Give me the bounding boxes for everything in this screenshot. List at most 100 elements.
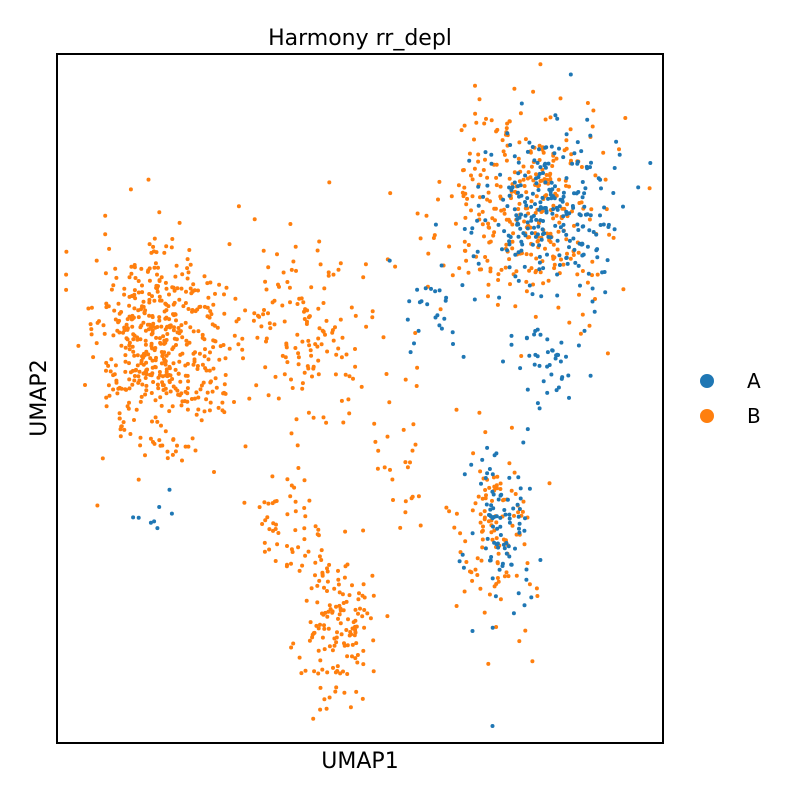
scatter-point-a (524, 336, 529, 341)
scatter-point-b (157, 294, 162, 299)
scatter-point-a (499, 492, 504, 497)
scatter-point-b (482, 517, 487, 522)
scatter-point-b (213, 376, 218, 381)
scatter-point-b (214, 385, 219, 390)
scatter-point-a (554, 388, 559, 393)
scatter-point-b (559, 257, 563, 262)
scatter-point-b (123, 345, 128, 350)
scatter-point-a (496, 222, 501, 227)
scatter-point-b (243, 444, 248, 449)
scatter-point-a (502, 546, 507, 551)
scatter-point-b (580, 269, 585, 273)
scatter-point-b (348, 705, 353, 710)
scatter-point-a (487, 467, 492, 471)
scatter-point-b (494, 536, 499, 541)
scatter-point-b (151, 249, 156, 254)
scatter-point-b (333, 372, 338, 377)
scatter-point-b (170, 285, 175, 290)
scatter-point-b (174, 337, 179, 342)
scatter-point-b (130, 344, 135, 349)
scatter-point-b (106, 383, 111, 388)
scatter-point-a (617, 152, 622, 157)
scatter-point-a (155, 526, 160, 531)
scatter-point-b (541, 281, 546, 286)
scatter-point-b (494, 625, 499, 629)
scatter-point-b (104, 301, 109, 306)
scatter-point-b (480, 496, 485, 501)
scatter-point-b (486, 661, 491, 666)
scatter-point-a (517, 215, 522, 220)
scatter-point-b (123, 359, 128, 364)
scatter-point-b (131, 349, 136, 354)
scatter-point-b (215, 325, 220, 330)
scatter-point-b (527, 582, 532, 587)
scatter-point-b (185, 276, 190, 281)
scatter-point-a (489, 161, 494, 166)
chart-title: Harmony rr_depl (268, 26, 452, 51)
scatter-point-a (500, 561, 505, 566)
scatter-point-b (153, 261, 158, 266)
scatter-point-b (201, 380, 206, 385)
scatter-point-b (325, 349, 330, 354)
scatter-point-b (463, 215, 468, 220)
scatter-point-b (529, 164, 534, 169)
scatter-point-b (183, 373, 188, 378)
scatter-point-a (492, 453, 497, 458)
scatter-point-b (138, 435, 143, 440)
scatter-point-b (534, 172, 538, 177)
scatter-point-b (149, 341, 154, 346)
scatter-point-a (558, 225, 563, 230)
scatter-point-b (601, 150, 606, 155)
scatter-point-b (147, 292, 152, 296)
scatter-point-b (478, 520, 483, 525)
scatter-point-b (173, 274, 178, 279)
scatter-point-b (607, 232, 612, 237)
scatter-point-a (523, 213, 528, 218)
scatter-point-b (144, 360, 149, 365)
scatter-point-b (336, 568, 340, 573)
scatter-point-a (529, 595, 534, 600)
scatter-point-a (497, 567, 502, 572)
scatter-point-b (111, 333, 116, 338)
scatter-point-b (478, 469, 483, 474)
scatter-point-a (589, 160, 593, 165)
scatter-point-a (537, 147, 541, 152)
scatter-point-b (138, 337, 143, 342)
scatter-point-b (263, 365, 268, 370)
scatter-point-b (289, 377, 293, 382)
scatter-point-b (510, 222, 515, 227)
scatter-point-a (423, 286, 428, 291)
scatter-point-b (470, 177, 475, 182)
scatter-point-b (183, 389, 188, 394)
scatter-point-b (170, 404, 175, 409)
scatter-point-b (200, 332, 205, 337)
scatter-point-b (341, 420, 346, 425)
scatter-point-b (222, 390, 227, 395)
scatter-point-b (382, 465, 387, 470)
scatter-point-b (472, 166, 477, 171)
scatter-point-b (322, 623, 326, 628)
scatter-point-b (280, 353, 285, 358)
scatter-point-b (287, 285, 292, 290)
scatter-point-a (515, 502, 520, 507)
scatter-point-a (545, 350, 550, 355)
scatter-point-b (117, 311, 122, 316)
scatter-point-a (509, 333, 514, 338)
scatter-point-b (123, 353, 128, 358)
scatter-point-b (483, 255, 488, 259)
scatter-point-b (502, 207, 506, 212)
scatter-point-b (257, 314, 262, 319)
scatter-point-a (525, 387, 530, 392)
scatter-point-b (270, 300, 275, 305)
scatter-point-b (189, 397, 194, 401)
scatter-point-b (351, 376, 355, 381)
scatter-point-b (568, 127, 573, 132)
scatter-point-b (167, 292, 171, 297)
scatter-point-a (564, 232, 569, 237)
scatter-point-a (535, 232, 540, 237)
scatter-point-b (155, 289, 160, 294)
scatter-point-a (590, 286, 595, 291)
scatter-point-b (336, 582, 341, 587)
scatter-point-b (388, 467, 392, 472)
scatter-point-b (548, 171, 553, 176)
